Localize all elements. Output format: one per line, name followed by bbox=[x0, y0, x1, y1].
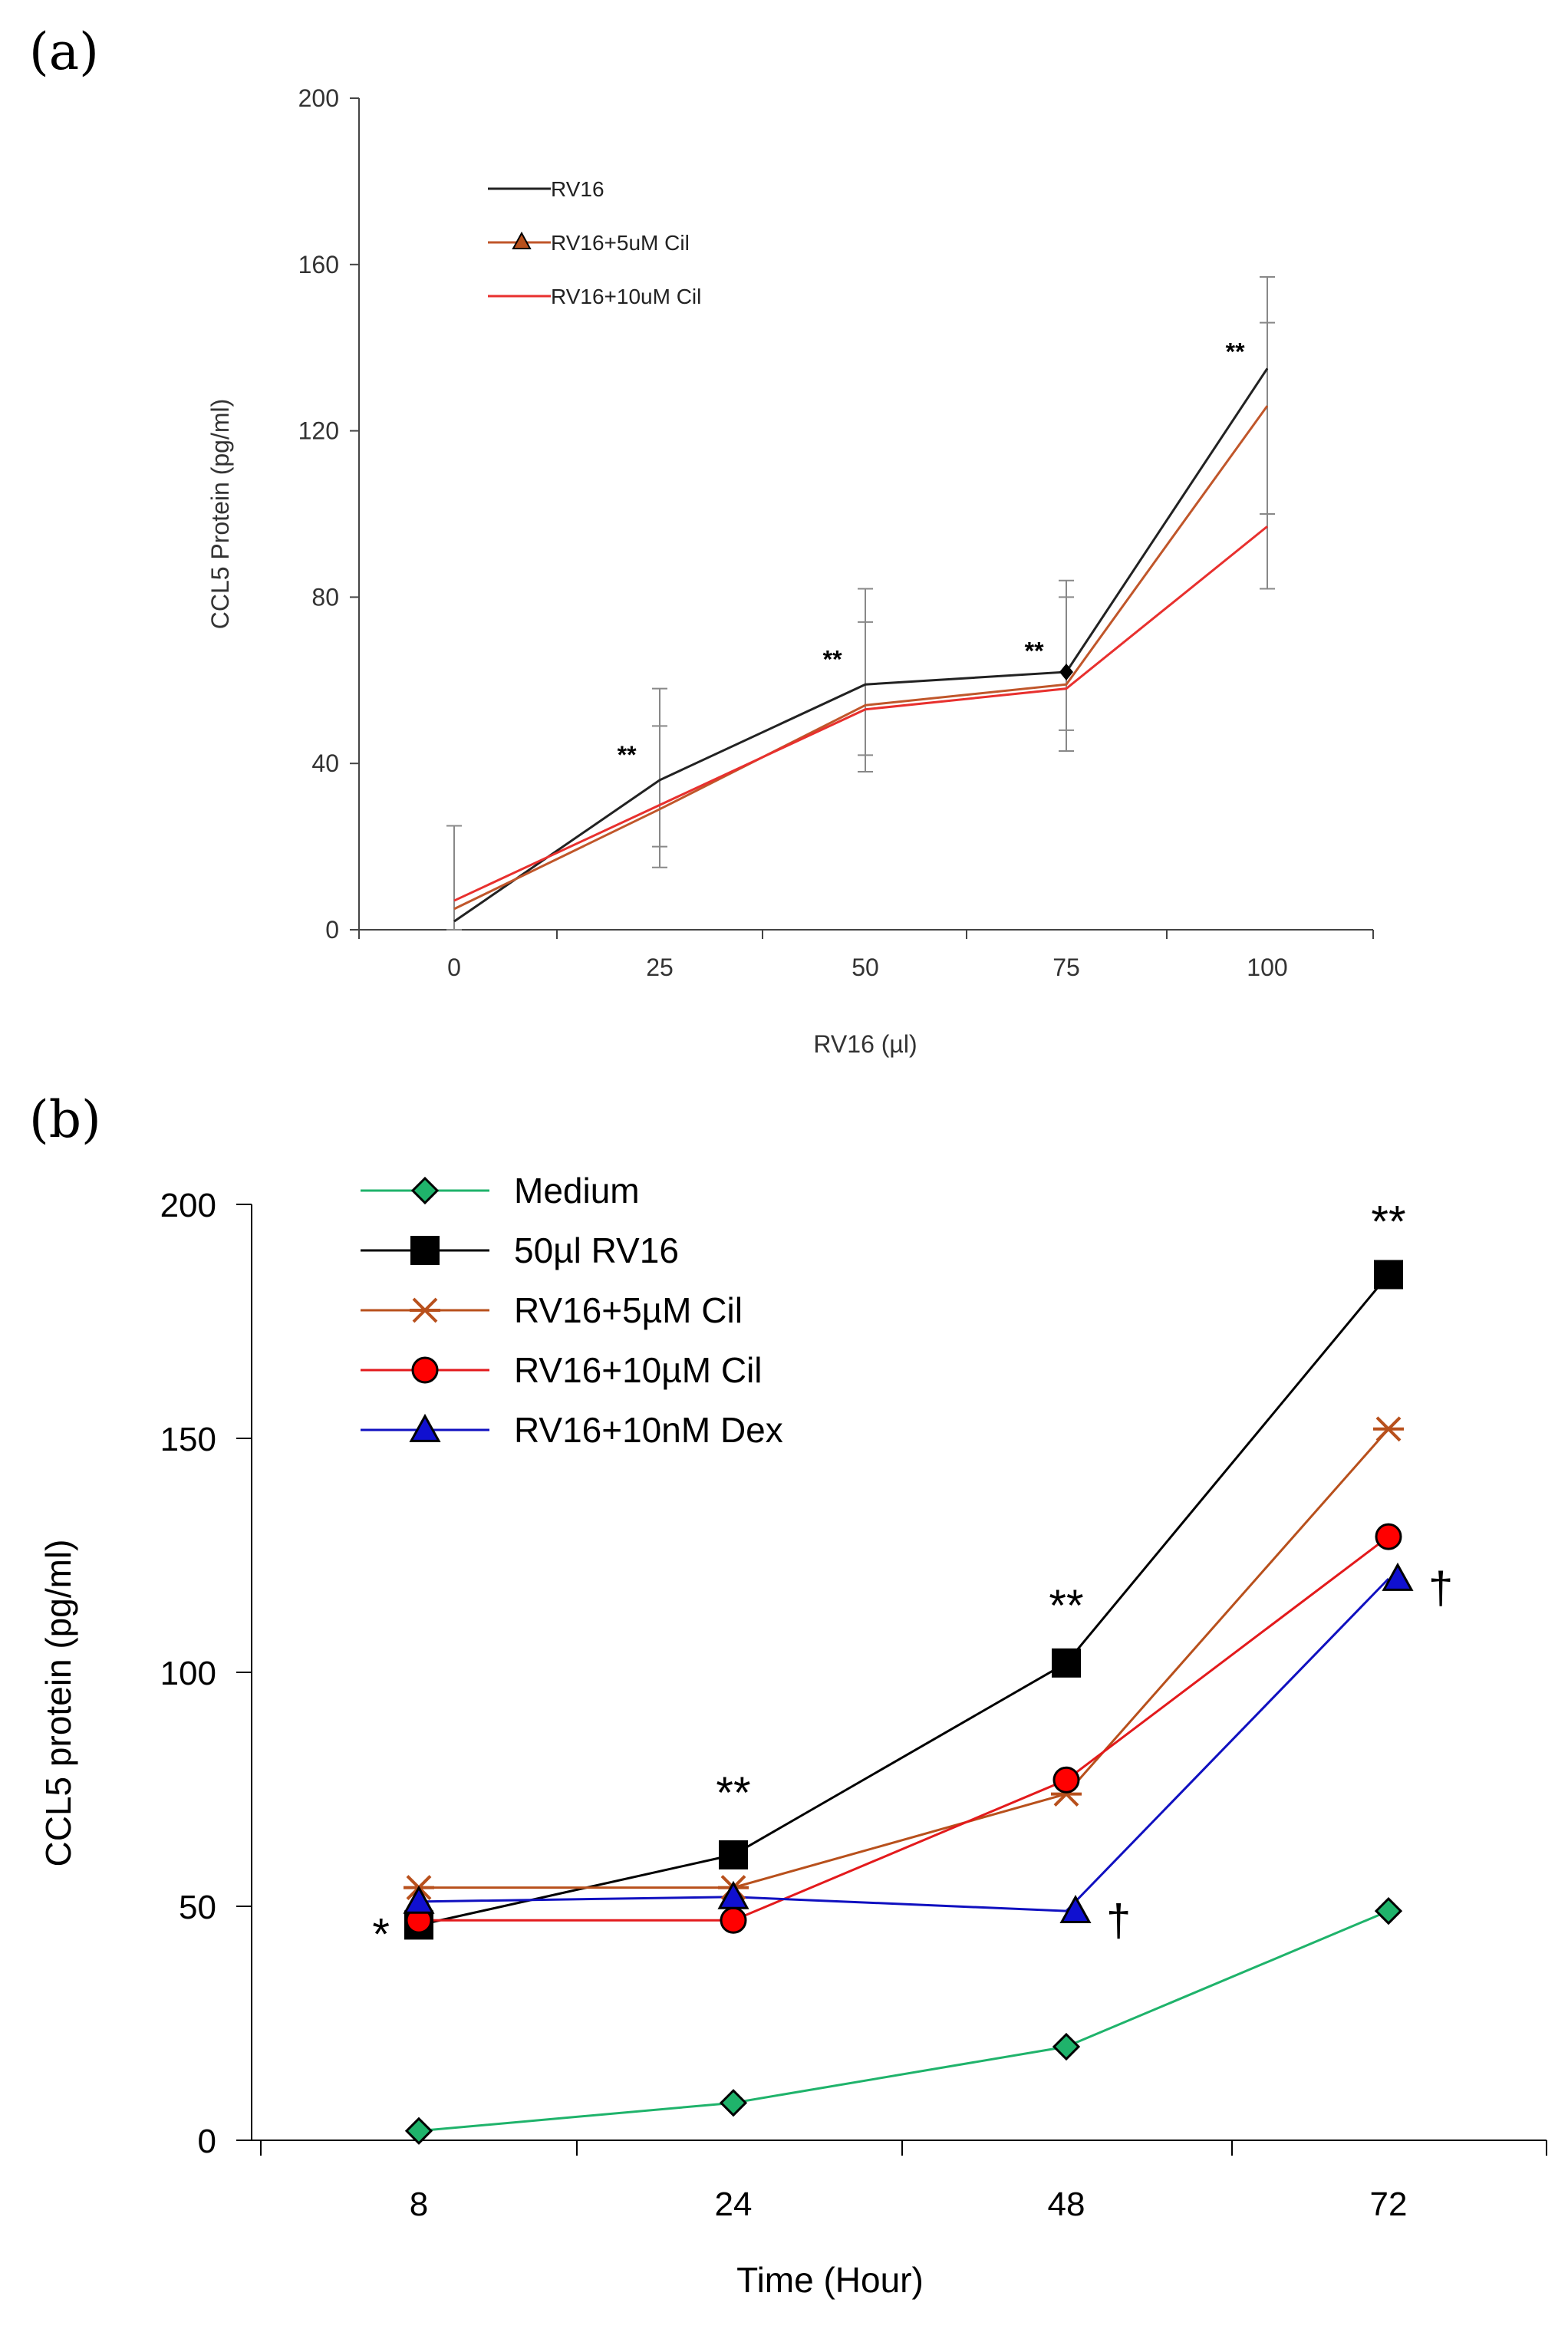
legend-marker-b-1 bbox=[410, 1236, 440, 1265]
legend-marker-b-3 bbox=[411, 1356, 439, 1384]
legend-label-a-0: RV16 bbox=[551, 177, 604, 201]
x-tick-label-a: 25 bbox=[646, 954, 674, 981]
significance-label-b: * bbox=[372, 1910, 390, 1960]
data-point-b-2 bbox=[1373, 1416, 1404, 1442]
significance-label-a: ** bbox=[1226, 338, 1245, 365]
data-point-b-0 bbox=[404, 2117, 433, 2145]
y-tick-label-b: 150 bbox=[160, 1421, 216, 1458]
x-axis-title-a: RV16 (µl) bbox=[813, 1030, 917, 1058]
y-tick-label-b: 100 bbox=[160, 1655, 216, 1692]
series-line-b-1 bbox=[418, 1273, 1390, 1926]
data-point-b-3 bbox=[720, 1906, 747, 1934]
x-tick-label-b: 72 bbox=[1370, 2186, 1408, 2223]
data-point-b-1 bbox=[1374, 1260, 1403, 1290]
diamond-marker-a bbox=[1059, 663, 1073, 680]
y-tick-label-a: 120 bbox=[298, 417, 339, 445]
significance-label-a: ** bbox=[618, 741, 637, 769]
data-point-b-4 bbox=[403, 1885, 435, 1914]
data-point-b-0 bbox=[719, 2089, 748, 2117]
x-tick-label-b: 24 bbox=[715, 2186, 753, 2223]
series-line-b-0 bbox=[418, 1909, 1389, 2133]
data-point-b-3 bbox=[1375, 1523, 1402, 1550]
data-point-b-4 bbox=[1059, 1895, 1092, 1923]
series-line-a-0 bbox=[453, 367, 1269, 923]
chart-b: 0 50 100 150 200 8 24 48 72 Time (Hour) CCL5 prote… bbox=[38, 1171, 1547, 2300]
x-tick-label-b: 48 bbox=[1048, 2186, 1085, 2223]
y-axis-title-a: CCL5 Protein (pg/ml) bbox=[206, 399, 234, 630]
y-tick-label-a: 200 bbox=[298, 84, 339, 112]
chart-a: 0 40 80 120 160 200 0 25 50 75 100 RV16 (µl) CCL5 Pr… bbox=[206, 84, 1374, 1058]
legend-label-b-3: RV16+10µM Cil bbox=[514, 1350, 763, 1390]
series-line-b-2 bbox=[419, 1428, 1390, 1889]
legend-label-a-1: RV16+5uM Cil bbox=[551, 231, 690, 255]
legend-label-b-0: Medium bbox=[514, 1171, 640, 1211]
data-point-b-0 bbox=[1374, 1896, 1403, 1925]
legend-marker-b-4 bbox=[409, 1413, 441, 1442]
x-tick-label-b: 8 bbox=[410, 2186, 428, 2223]
y-tick-label-b: 50 bbox=[179, 1889, 216, 1926]
data-point-b-4 bbox=[1382, 1562, 1414, 1591]
panel-a-label: (a) bbox=[29, 22, 99, 81]
data-point-b-3 bbox=[1052, 1766, 1080, 1794]
legend-label-a-2: RV16+10uM Cil bbox=[551, 285, 701, 308]
series-line-b-4 bbox=[418, 1577, 1390, 1912]
y-tick-label-a: 0 bbox=[325, 916, 339, 944]
data-point-b-4 bbox=[717, 1880, 749, 1909]
legend-marker-a-1 bbox=[512, 231, 532, 249]
data-point-b-0 bbox=[1052, 2032, 1081, 2061]
x-axis-title-b: Time (Hour) bbox=[736, 2260, 924, 2300]
x-tick-label-a: 0 bbox=[447, 954, 461, 981]
legend-label-b-4: RV16+10nM Dex bbox=[514, 1410, 783, 1450]
significance-label-a: ** bbox=[1025, 637, 1044, 665]
x-tick-label-a: 100 bbox=[1247, 954, 1287, 981]
x-tick-label-a: 75 bbox=[1052, 954, 1080, 981]
legend-label-b-2: RV16+5µM Cil bbox=[514, 1290, 743, 1330]
y-tick-label-a: 80 bbox=[311, 583, 339, 611]
series-line-b-3 bbox=[419, 1535, 1389, 1922]
y-tick-label-a: 40 bbox=[311, 749, 339, 777]
y-tick-label-b: 200 bbox=[160, 1187, 216, 1224]
significance-label-b: ** bbox=[716, 1768, 750, 1818]
panel-b-label: (b) bbox=[29, 1090, 101, 1149]
significance-label-b: † bbox=[1428, 1563, 1453, 1613]
legend-label-b-1: 50µl RV16 bbox=[514, 1230, 679, 1270]
legend-marker-b-2 bbox=[410, 1297, 440, 1323]
data-point-b-1 bbox=[1052, 1648, 1081, 1678]
significance-label-a: ** bbox=[823, 646, 842, 674]
significance-label-b: † bbox=[1106, 1896, 1131, 1945]
series-line-a-1 bbox=[453, 405, 1269, 911]
y-tick-label-a: 160 bbox=[298, 251, 339, 278]
legend-marker-b-0 bbox=[410, 1176, 440, 1205]
data-point-b-1 bbox=[719, 1840, 748, 1869]
significance-label-b: ** bbox=[1371, 1197, 1405, 1247]
y-axis-title-b: CCL5 protein (pg/ml) bbox=[38, 1540, 78, 1867]
significance-label-b: ** bbox=[1049, 1581, 1083, 1631]
y-tick-label-b: 0 bbox=[198, 2123, 216, 2160]
x-tick-label-a: 50 bbox=[852, 954, 879, 981]
series-line-a-2 bbox=[453, 525, 1268, 902]
